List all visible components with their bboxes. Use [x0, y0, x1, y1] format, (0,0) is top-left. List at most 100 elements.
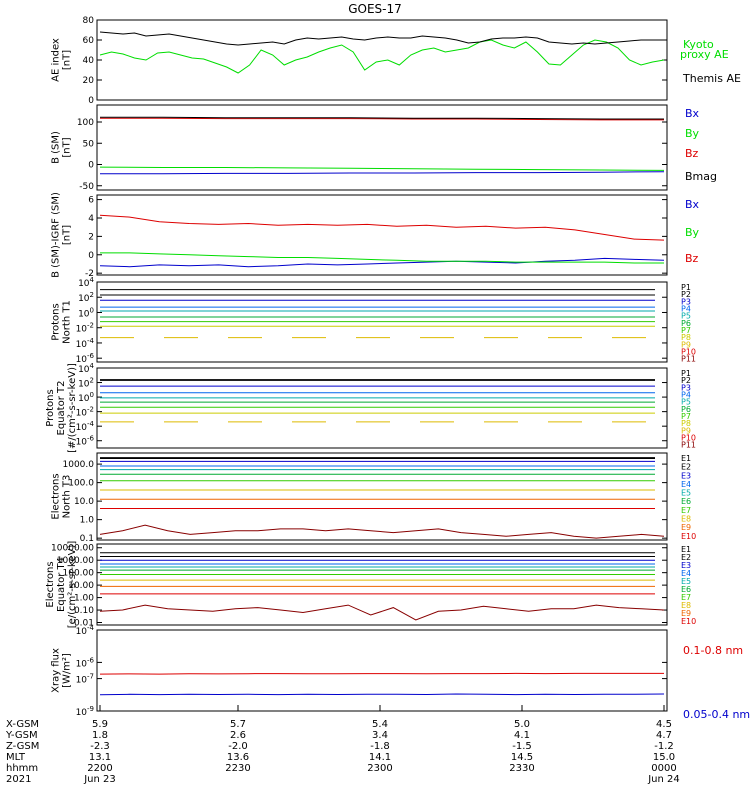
y-axis-label: [nT] — [62, 225, 73, 245]
legend-p1: P1 — [681, 283, 691, 292]
panel-e_north: Electrons North T3 1000.0 100.0 10.0 1.0 0.1 E1… — [51, 452, 696, 544]
legend-p11: P11 — [681, 355, 696, 364]
legend-e2: E2 — [681, 553, 691, 562]
x-tick-value: -2.3 — [90, 741, 110, 752]
y-axis-label: [W/m²] — [62, 653, 73, 688]
x-row-label: Y-GSM — [5, 730, 38, 741]
y-tick-label: 50 — [83, 139, 95, 149]
x-tick-value: 2230 — [225, 763, 250, 774]
legend-e5: E5 — [681, 489, 691, 498]
series-kyoto-proxy-ae — [99, 39, 665, 74]
legend-p2: P2 — [681, 290, 691, 299]
legend-p2: P2 — [681, 376, 691, 385]
y-tick-label: -2 — [85, 269, 94, 279]
y-axis-label: B (SM) — [51, 131, 62, 164]
x-tick-value: 4.7 — [656, 730, 672, 741]
y-tick-label: 10000.00 — [51, 544, 94, 554]
legend-p7: P7 — [681, 412, 691, 421]
y-tick-label: 100 — [78, 306, 94, 319]
legend-p3: P3 — [681, 297, 691, 306]
legend-p3: P3 — [681, 383, 691, 392]
legend-label: 0.05-0.4 nm — [683, 708, 750, 721]
y-tick-label: 1000.00 — [57, 556, 94, 566]
y-tick-label: 2 — [88, 232, 94, 242]
panel-frame — [96, 281, 668, 363]
legend-e3: E3 — [681, 561, 691, 570]
panel-bigrf: B (SM)-IGRF (SM) [nT] -2 0 2 4 6 Bx By Bz — [51, 192, 700, 279]
legend-p5: P5 — [681, 398, 691, 407]
series-themis-ae — [99, 31, 664, 46]
x-tick-value: 2330 — [509, 763, 534, 774]
x-tick-value: 2.6 — [230, 730, 246, 741]
y-axis-label: Equator T4 — [56, 557, 67, 612]
legend-e4: E4 — [681, 480, 691, 489]
series-by — [100, 252, 664, 264]
legend-e6: E6 — [681, 497, 691, 506]
x-tick-value: 2300 — [367, 763, 392, 774]
x-tick-value: 13.6 — [227, 752, 249, 763]
panel-frame — [96, 367, 668, 449]
y-tick-label: 104 — [78, 276, 94, 289]
y-tick-label: 100.00 — [63, 569, 95, 579]
y-tick-label: 1.0 — [80, 516, 95, 526]
x-tick-value: 4.5 — [656, 719, 672, 730]
y-tick-label: -50 — [79, 182, 94, 192]
y-tick-label: 104 — [78, 362, 94, 375]
legend-e4: E4 — [681, 569, 691, 578]
x-row-label: 2021 — [6, 774, 31, 785]
legend-label: Bz — [685, 252, 699, 265]
legend-label: By — [685, 226, 700, 239]
x-tick-value: 0000 — [651, 763, 676, 774]
channel-lowest — [99, 604, 665, 621]
y-axis-label: Electrons — [45, 561, 56, 607]
legend-e10: E10 — [681, 532, 696, 541]
legend-label: 0.1-0.8 nm — [683, 644, 743, 657]
panel-bsm: B (SM) [nT] -50 0 50 100 Bx By Bz Bmag — [51, 104, 717, 192]
x-row-label: MLT — [6, 752, 26, 763]
panel-frame — [96, 543, 668, 626]
y-tick-label: 10-4 — [76, 420, 95, 433]
legend-e5: E5 — [681, 577, 691, 586]
y-axis-label: Equator T2 — [56, 381, 67, 436]
legend-p6: P6 — [681, 405, 691, 414]
legend-p6: P6 — [681, 319, 691, 328]
legend-label: Bx — [685, 198, 700, 211]
x-tick-value: 5.0 — [514, 719, 530, 730]
y-axis-label: Protons — [51, 303, 62, 340]
y-tick-label: 1000.0 — [63, 460, 95, 470]
y-tick-label: 10-6 — [76, 656, 95, 669]
panel-xray: Xray flux [W/m²] 10-4 10-7 10-6 10-9 0.1-0.8 n… — [51, 624, 750, 721]
legend-label: Kyoto — [683, 38, 714, 51]
y-axis-label: [nT] — [62, 137, 73, 157]
y-tick-label: 10.0 — [74, 497, 94, 507]
legend-e9: E9 — [681, 609, 691, 618]
series-bz — [100, 117, 664, 121]
legend-e7: E7 — [681, 593, 691, 602]
y-axis-label: [#/(cm²-s-sr-keV)] — [67, 363, 78, 453]
series-0-1-0-8-nm — [99, 672, 664, 675]
x-tick-value: -1.8 — [370, 741, 390, 752]
legend-p10: P10 — [681, 434, 696, 443]
legend-p8: P8 — [681, 419, 691, 428]
series-bx — [100, 171, 665, 175]
panel-p_north: Protons North T1 104 102 100 10-2 10-4 10-6 P1P2… — [51, 276, 697, 365]
y-tick-label: 20 — [83, 76, 95, 86]
panel-frame — [96, 452, 668, 541]
panel-frame — [96, 104, 668, 191]
y-axis-label: North T3 — [62, 475, 73, 519]
y-tick-label: 10-4 — [76, 337, 95, 350]
legend-p4: P4 — [681, 305, 691, 314]
panel-frame — [96, 194, 668, 276]
legend-e6: E6 — [681, 585, 691, 594]
channel-lowest — [99, 524, 665, 539]
y-tick-label: 102 — [78, 291, 94, 304]
y-tick-label: 0.1 — [80, 534, 94, 544]
legend-e1: E1 — [681, 545, 691, 554]
y-tick-label: 0 — [88, 251, 94, 261]
y-axis-label: AE index — [51, 38, 62, 82]
y-axis-label: [nT] — [62, 50, 73, 70]
panel-frame — [96, 19, 668, 101]
y-tick-label: 0.01 — [74, 619, 94, 629]
